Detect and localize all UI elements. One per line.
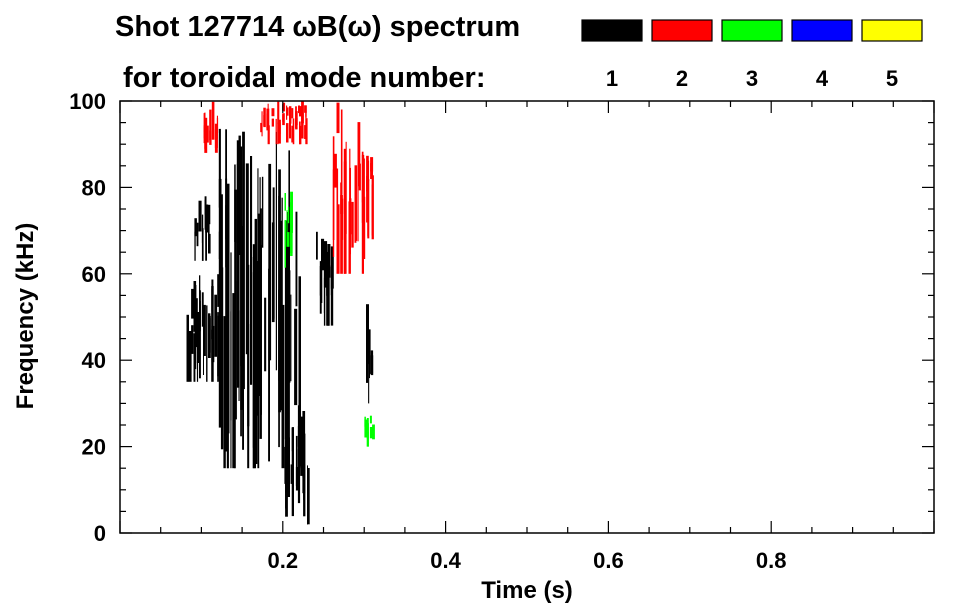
y-tick-label: 20 xyxy=(82,435,106,460)
legend-swatch-mode-2 xyxy=(651,19,713,42)
legend-swatch-mode-3 xyxy=(721,19,783,42)
spectrum-region-mode-2-8 xyxy=(332,102,366,274)
y-tick-label: 80 xyxy=(82,175,106,200)
x-tick-label: 0.8 xyxy=(756,548,787,573)
x-tick-label: 0.4 xyxy=(430,548,461,573)
y-tick-label: 100 xyxy=(69,89,106,114)
spectrum-region-mode-1-1 xyxy=(194,196,211,261)
legend-swatch-mode-4 xyxy=(791,19,853,42)
spectrum-region-mode-3-11 xyxy=(364,415,375,447)
x-axis-label: Time (s) xyxy=(481,577,573,604)
y-tick-label: 40 xyxy=(82,348,106,373)
x-tick-label: 0.2 xyxy=(268,548,299,573)
y-tick-label: 60 xyxy=(82,262,106,287)
spectrum-region-mode-1-5 xyxy=(366,304,374,404)
axis-ticks xyxy=(119,100,935,534)
spectrum-region-mode-2-7 xyxy=(260,101,308,145)
legend-label-mode-3: 3 xyxy=(746,66,758,91)
x-tick-label: 0.6 xyxy=(593,548,624,573)
chart-title-line2: for toroidal mode number: xyxy=(123,62,486,94)
spectrum-region-mode-2-6 xyxy=(203,101,219,153)
legend-label-mode-2: 2 xyxy=(676,66,688,91)
spectrum-region-mode-1-0 xyxy=(186,274,220,382)
y-axis-label: Frequency (kHz) xyxy=(12,223,39,410)
spectrum-region-mode-2-9 xyxy=(366,155,374,240)
spectrum-region-mode-3-10 xyxy=(284,191,293,268)
legend-label-mode-1: 1 xyxy=(606,66,618,91)
spectrum-region-mode-1-2 xyxy=(218,128,301,469)
legend: 1 2 3 4 5 xyxy=(581,19,923,91)
spectrum-region-mode-1-3 xyxy=(284,405,310,525)
y-tick-labels: 0 20 40 60 80 100 xyxy=(69,89,106,546)
legend-swatch-mode-1 xyxy=(581,19,643,42)
spectrum-data xyxy=(186,101,375,525)
legend-swatch-mode-5 xyxy=(861,19,923,42)
chart-title-line1: Shot 127714 ωB(ω) spectrum xyxy=(115,11,520,43)
y-tick-label: 0 xyxy=(94,521,106,546)
x-tick-labels: 0.2 0.4 0.6 0.8 xyxy=(268,548,787,573)
spectrum-region-mode-1-4 xyxy=(316,231,334,326)
legend-label-mode-4: 4 xyxy=(816,66,829,91)
legend-label-mode-5: 5 xyxy=(886,66,898,91)
